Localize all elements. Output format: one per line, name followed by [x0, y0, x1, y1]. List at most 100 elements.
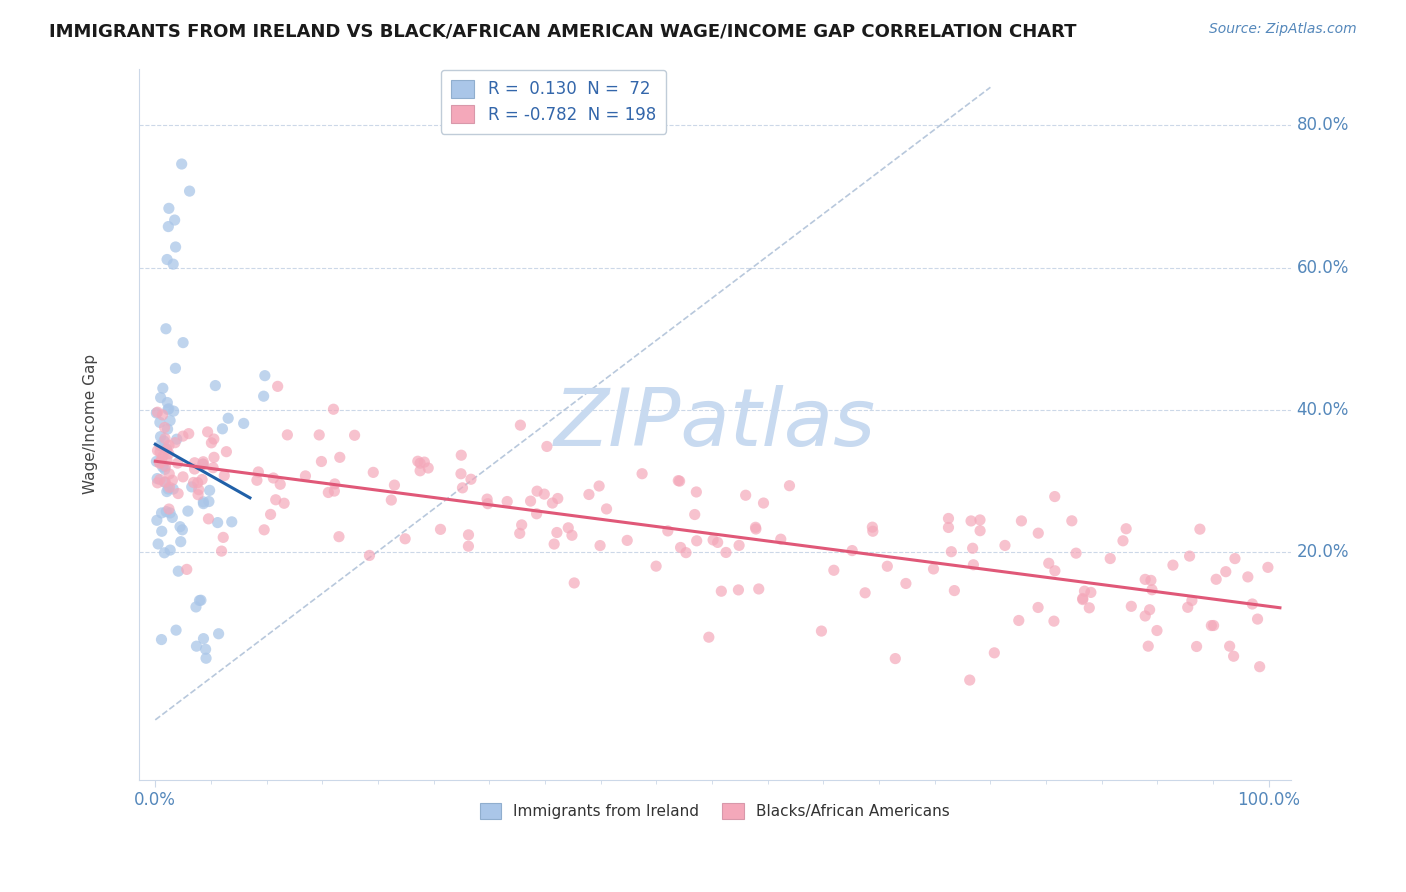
Point	[259, 508, 281, 522]
Point	[266, 379, 288, 393]
Point	[429, 522, 451, 536]
Point	[323, 477, 346, 491]
Point	[983, 646, 1005, 660]
Point	[510, 517, 533, 532]
Point	[146, 513, 169, 527]
Point	[526, 484, 548, 499]
Point	[294, 469, 316, 483]
Point	[217, 411, 239, 425]
Point	[322, 402, 344, 417]
Point	[589, 539, 612, 553]
Point	[1008, 614, 1031, 628]
Point	[166, 432, 188, 446]
Point	[207, 516, 229, 530]
Point	[170, 534, 193, 549]
Point	[1181, 593, 1204, 607]
Point	[938, 520, 960, 534]
Point	[170, 157, 193, 171]
Point	[557, 521, 579, 535]
Point	[409, 464, 432, 478]
Point	[150, 524, 173, 539]
Point	[1140, 574, 1163, 588]
Point	[159, 543, 181, 558]
Point	[159, 414, 181, 428]
Point	[1071, 591, 1094, 606]
Point	[155, 475, 177, 489]
Point	[145, 406, 167, 420]
Point	[153, 475, 176, 490]
Point	[1080, 585, 1102, 599]
Point	[1026, 526, 1049, 541]
Point	[180, 480, 202, 494]
Point	[477, 497, 499, 511]
Point	[1146, 624, 1168, 638]
Point	[197, 425, 219, 439]
Point	[149, 416, 172, 430]
Point	[163, 213, 186, 227]
Point	[253, 389, 276, 403]
Point	[246, 473, 269, 487]
Point	[457, 528, 479, 542]
Point	[657, 524, 679, 538]
Point	[496, 494, 519, 508]
Point	[172, 335, 194, 350]
Point	[683, 508, 706, 522]
Point	[457, 539, 479, 553]
Point	[157, 202, 180, 216]
Point	[706, 535, 728, 549]
Point	[616, 533, 638, 548]
Point	[176, 562, 198, 576]
Point	[153, 546, 176, 560]
Point	[328, 530, 350, 544]
Point	[157, 401, 180, 416]
Point	[1060, 514, 1083, 528]
Point	[195, 651, 218, 665]
Point	[994, 538, 1017, 552]
Point	[1112, 533, 1135, 548]
Point	[1215, 565, 1237, 579]
Point	[969, 524, 991, 538]
Point	[1178, 549, 1201, 563]
Point	[460, 472, 482, 486]
Point	[193, 632, 215, 646]
Point	[631, 467, 654, 481]
Point	[450, 467, 472, 481]
Point	[187, 483, 209, 497]
Point	[152, 408, 174, 422]
Text: IMMIGRANTS FROM IRELAND VS BLACK/AFRICAN AMERICAN WAGE/INCOME GAP CORRELATION CH: IMMIGRANTS FROM IRELAND VS BLACK/AFRICAN…	[49, 22, 1077, 40]
Point	[686, 533, 709, 548]
Point	[212, 530, 235, 544]
Point	[1139, 603, 1161, 617]
Point	[156, 395, 179, 409]
Point	[714, 545, 737, 559]
Point	[547, 491, 569, 506]
Point	[1185, 640, 1208, 654]
Point	[157, 482, 180, 496]
Point	[162, 257, 184, 271]
Point	[578, 487, 600, 501]
Point	[1135, 609, 1157, 624]
Point	[202, 432, 225, 446]
Point	[1161, 558, 1184, 573]
Point	[884, 651, 907, 665]
Point	[1099, 551, 1122, 566]
Point	[406, 454, 429, 468]
Point	[253, 368, 276, 383]
Point	[193, 457, 215, 471]
Point	[1249, 659, 1271, 673]
Point	[1246, 612, 1268, 626]
Point	[1257, 560, 1279, 574]
Point	[247, 465, 270, 479]
Point	[157, 467, 180, 481]
Point	[1071, 592, 1094, 607]
Point	[1201, 618, 1223, 632]
Point	[323, 484, 346, 499]
Point	[149, 473, 172, 487]
Point	[451, 481, 474, 495]
Point	[1219, 639, 1241, 653]
Point	[475, 492, 498, 507]
Point	[562, 576, 585, 591]
Point	[149, 429, 172, 443]
Point	[533, 487, 555, 501]
Legend: Immigrants from Ireland, Blacks/African Americans: Immigrants from Ireland, Blacks/African …	[474, 797, 956, 825]
